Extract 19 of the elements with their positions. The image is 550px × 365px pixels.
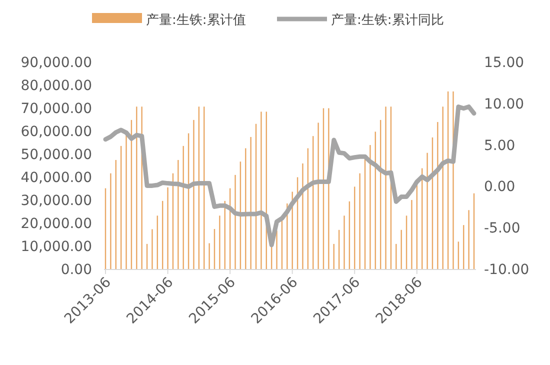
legend-label: 产量:生铁:累计同比 — [331, 13, 444, 28]
y2-tick-label: 10.00 — [484, 96, 524, 112]
line-series — [103, 104, 476, 248]
y-tick-label: 20,000.00 — [20, 216, 92, 232]
y-tick-label: 50,000.00 — [20, 147, 92, 163]
legend-label: 产量:生铁:累计值 — [146, 13, 246, 28]
y-tick-label: 90,000.00 — [20, 55, 92, 71]
y-tick-label: 0.00 — [60, 262, 92, 278]
y2-tick-label: 0.00 — [484, 179, 516, 196]
y2-tick-label: 5.00 — [484, 138, 516, 154]
y-tick-label: 40,000.00 — [20, 170, 92, 186]
y-tick-label: 60,000.00 — [20, 124, 92, 140]
y-tick-label: 10,000.00 — [20, 239, 92, 255]
y-tick-label: 70,000.00 — [20, 101, 92, 117]
y-tick-label: 80,000.00 — [20, 78, 92, 94]
y2-tick-label: 15.00 — [484, 55, 524, 71]
y2-tick-label: -10.00 — [484, 262, 530, 278]
y-tick-label: 30,000.00 — [20, 193, 92, 209]
y2-tick-label: -5.00 — [484, 220, 520, 237]
